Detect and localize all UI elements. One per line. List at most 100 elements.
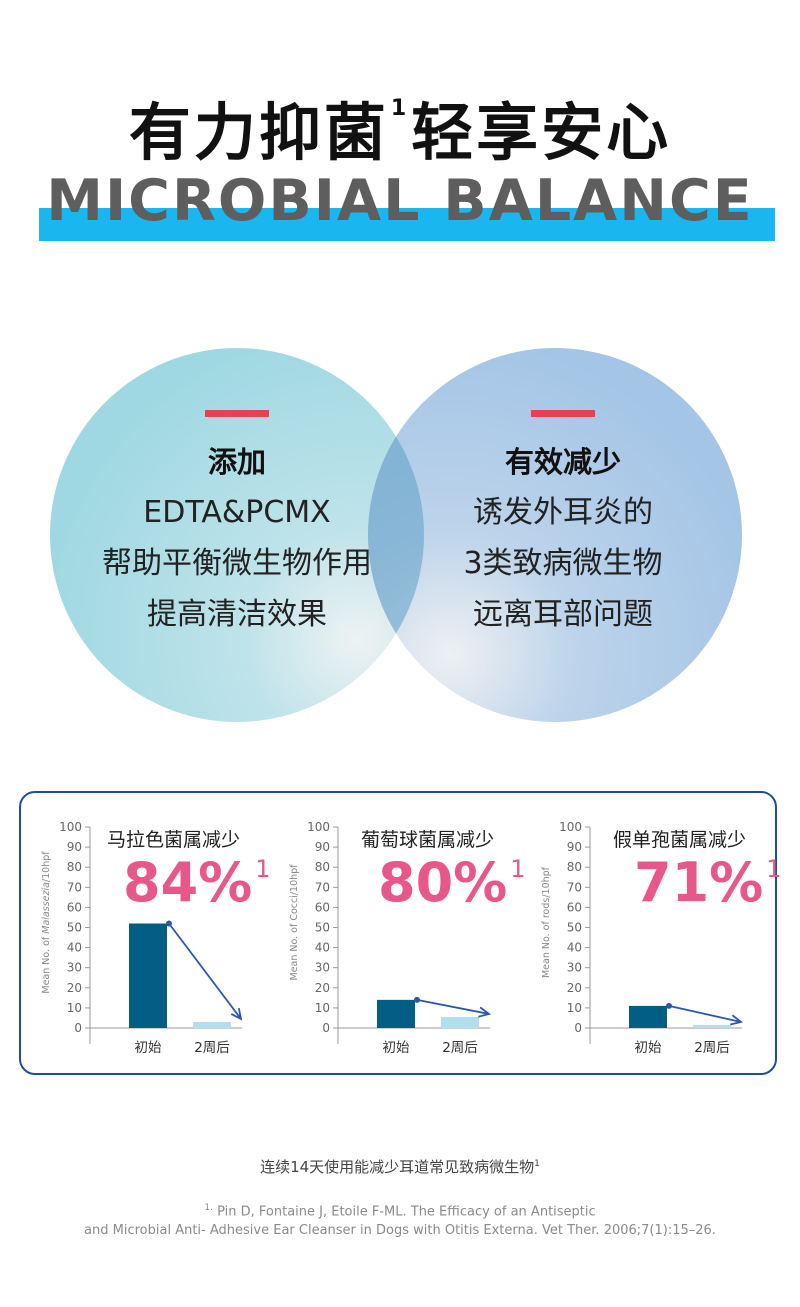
trend-start-dot — [414, 996, 420, 1003]
chart-percent: 84% 1 — [123, 851, 271, 914]
y-axis-label: Mean No. of rods/10hpf — [541, 866, 552, 978]
percent-value: 80% — [378, 851, 508, 914]
y-tick-label: 60 — [315, 900, 330, 914]
usage-note-text: 连续14天使用能减少耳道常见致病微生物 — [260, 1158, 535, 1176]
y-tick-label: 30 — [315, 961, 330, 975]
reference-number: 1. — [204, 1203, 213, 1213]
y-tick-label: 80 — [567, 860, 582, 874]
reference-line2: and Microbial Anti- Adhesive Ear Cleanse… — [84, 1223, 716, 1239]
trend-arrow-line — [668, 1005, 742, 1023]
y-tick-label: 30 — [567, 961, 582, 975]
y-tick-label: 100 — [307, 820, 330, 834]
percent-footnote-mark: 1 — [766, 855, 782, 883]
bar — [693, 1024, 731, 1028]
right-accent-bar — [531, 410, 595, 417]
y-tick-label: 100 — [559, 820, 582, 834]
x-category-label: 初始 — [135, 1039, 162, 1056]
chart-rods: 100 90 80 70 60 50 40 30 20 10 0 Mean No. of rods/1… — [537, 815, 782, 1065]
left-circle-text: 添加 EDTA&PCMX 帮助平衡微生物作用 提高清洁效果 — [87, 410, 387, 640]
y-tick-label: 40 — [67, 941, 82, 955]
y-axis-label-italic: Malassezia — [41, 882, 52, 934]
x-category-label: 初始 — [635, 1039, 663, 1056]
bar — [629, 1005, 667, 1028]
y-tick-label: 40 — [567, 941, 582, 955]
y-tick-label: 50 — [67, 921, 82, 935]
percent-footnote-mark: 1 — [255, 855, 271, 883]
y-tick-label: 10 — [567, 1001, 582, 1015]
trend-arrow-line — [416, 998, 490, 1015]
y-tick-label: 0 — [74, 1021, 82, 1035]
bar — [441, 1016, 479, 1028]
x-category-label: 初始 — [383, 1039, 410, 1056]
y-tick-label: 80 — [315, 860, 330, 874]
percent-value: 71% — [634, 851, 764, 914]
y-tick-label: 0 — [574, 1021, 582, 1035]
chart-title: 马拉色菌属减少 — [107, 829, 241, 851]
title-footnote-mark: 1 — [390, 96, 410, 121]
venn-circles — [50, 348, 742, 722]
y-axis-label-tail: /10hpf — [41, 851, 52, 882]
percent-value: 84% — [123, 851, 253, 914]
chart-malassezia: 100 90 80 70 60 50 40 30 20 10 0 Mean No. of Malass… — [37, 815, 282, 1065]
reference-line1: Pin D, Fontaine J, Etoile F-ML. The Effi… — [217, 1204, 596, 1220]
right-circle — [368, 348, 742, 722]
right-circle-text: 有效减少 诱发外耳炎的 3类致病微生物 远离耳部问题 — [413, 410, 713, 640]
y-axis-label-text: Mean No. of — [41, 934, 52, 994]
left-circle — [50, 348, 424, 722]
y-tick-label: 40 — [315, 941, 330, 955]
left-circle-line: 提高清洁效果 — [147, 597, 327, 632]
y-tick-label: 70 — [67, 880, 82, 894]
bar — [193, 1021, 231, 1028]
y-axis-label-text: Mean No. of Cocci/10hpf — [289, 864, 300, 981]
usage-note-mark: 1 — [534, 1159, 540, 1169]
y-tick-label: 70 — [567, 880, 582, 894]
page-title: 有力抑菌1轻享安心 — [0, 82, 800, 172]
usage-note: 连续14天使用能减少耳道常见致病微生物1 — [0, 1156, 800, 1177]
right-circle-line: 诱发外耳炎的 — [473, 495, 653, 530]
trend-arrow-head — [230, 1008, 243, 1021]
reference: 1. Pin D, Fontaine J, Etoile F-ML. The E… — [0, 1199, 800, 1240]
y-axis-label-text: Mean No. of rods/10hpf — [541, 866, 552, 978]
y-tick-label: 30 — [67, 961, 82, 975]
trend-arrow-line — [168, 922, 242, 1020]
left-accent-bar — [205, 410, 269, 417]
y-tick-label: 100 — [59, 820, 82, 834]
accent-band — [39, 208, 775, 241]
x-category-label: 2周后 — [442, 1040, 478, 1056]
chart-title: 葡萄球菌属减少 — [361, 829, 495, 851]
y-tick-label: 60 — [67, 900, 82, 914]
left-circle-line: 帮助平衡微生物作用 — [102, 546, 372, 581]
y-tick-label: 50 — [315, 921, 330, 935]
bar — [377, 999, 415, 1028]
trend-arrow-head — [730, 1014, 744, 1026]
chart-percent: 71% 1 — [634, 851, 782, 914]
y-axis-label: Mean No. of Malassezia/10hpf — [41, 851, 52, 994]
y-tick-label: 90 — [315, 840, 330, 854]
bar — [129, 923, 167, 1028]
chart-percent: 80% 1 — [378, 851, 526, 914]
y-tick-label: 90 — [67, 840, 82, 854]
y-tick-label: 20 — [67, 981, 82, 995]
percent-footnote-mark: 1 — [510, 855, 526, 883]
y-tick-label: 10 — [315, 1001, 330, 1015]
y-tick-label: 20 — [315, 981, 330, 995]
x-category-label: 2周后 — [694, 1040, 730, 1056]
y-tick-label: 0 — [322, 1021, 330, 1035]
left-circle-line: EDTA&PCMX — [143, 495, 331, 530]
chart-cocci: 100 90 80 70 60 50 40 30 20 10 0 Mean No. of Cocci/… — [285, 815, 530, 1065]
y-tick-label: 20 — [567, 981, 582, 995]
y-tick-label: 70 — [315, 880, 330, 894]
right-circle-line: 远离耳部问题 — [473, 597, 653, 632]
y-tick-label: 90 — [567, 840, 582, 854]
y-tick-label: 10 — [67, 1001, 82, 1015]
y-tick-label: 50 — [567, 921, 582, 935]
page-subtitle: MICROBIAL BALANCE — [46, 168, 754, 234]
trend-arrow-head — [478, 1006, 492, 1018]
right-circle-title: 有效减少 — [504, 445, 621, 479]
x-category-label: 2周后 — [194, 1040, 230, 1056]
y-axis-label: Mean No. of Cocci/10hpf — [289, 864, 300, 981]
charts-panel — [19, 791, 777, 1075]
